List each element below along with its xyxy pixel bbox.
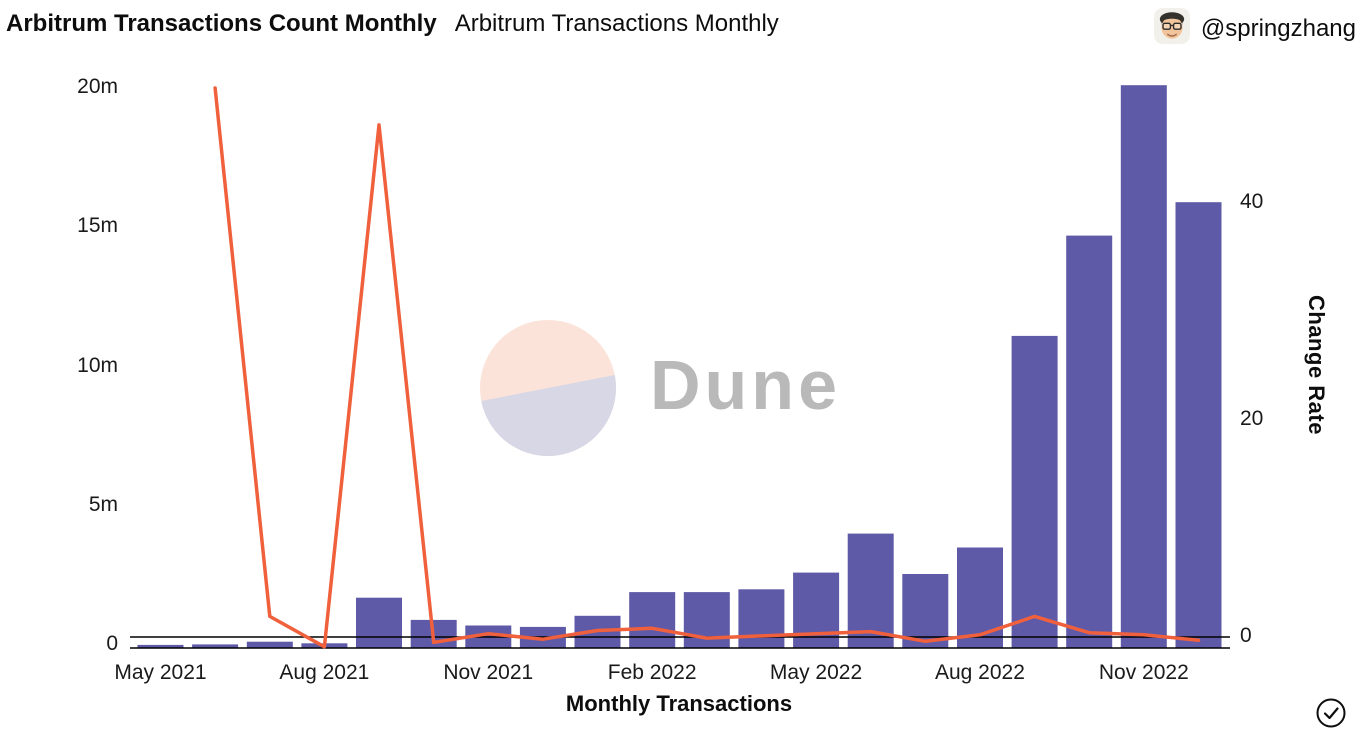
x-tick: Nov 2021 xyxy=(443,661,534,684)
chart-canvas xyxy=(130,85,1230,649)
author-avatar-icon xyxy=(1153,7,1191,50)
bar-nov-2022 xyxy=(1120,85,1167,648)
x-tick: Nov 2022 xyxy=(1098,661,1189,684)
bar-sep-2021 xyxy=(356,597,402,648)
y-right-tick: 20 xyxy=(1240,407,1264,430)
chart-header: Arbitrum Transactions Count Monthly Arbi… xyxy=(6,10,779,38)
x-tick: Aug 2021 xyxy=(279,661,370,684)
check-circle-icon xyxy=(1314,696,1348,730)
bar-jul-2021 xyxy=(246,641,293,648)
bar-oct-2022 xyxy=(1066,235,1113,648)
bar-aug-2022 xyxy=(957,547,1003,648)
author-byline[interactable]: @springzhang xyxy=(1153,7,1356,50)
y-right-axis-title: Change Rate xyxy=(1304,295,1329,435)
author-handle[interactable]: @springzhang xyxy=(1200,14,1356,42)
bar-apr-2022 xyxy=(738,589,785,648)
x-tick: Aug 2022 xyxy=(934,661,1025,684)
bar-feb-2022 xyxy=(629,592,676,648)
x-axis-title: Monthly Transactions xyxy=(565,691,793,716)
bar-sep-2022 xyxy=(1011,335,1058,648)
bar-jul-2022 xyxy=(902,574,949,648)
y-left-tick: 0 xyxy=(106,632,118,655)
y-right-tick: 0 xyxy=(1240,624,1252,647)
bar-may-2021 xyxy=(137,644,184,648)
y-left-tick: 15m xyxy=(77,214,118,238)
dune-watermark-label: Dune xyxy=(650,346,841,424)
y-right-tick: 40 xyxy=(1240,190,1264,213)
x-tick: May 2021 xyxy=(114,661,207,684)
y-left-tick: 20m xyxy=(77,75,118,98)
chart-subtitle: Arbitrum Transactions Monthly xyxy=(454,10,779,37)
y-left-tick: 10m xyxy=(77,353,118,377)
y-left-tick: 5m xyxy=(88,492,118,516)
bar-jun-2022 xyxy=(847,533,894,648)
bar-dec-2022 xyxy=(1175,202,1222,648)
x-tick: Feb 2022 xyxy=(607,661,697,684)
dune-logo-icon xyxy=(480,320,616,456)
plot-area xyxy=(130,78,1230,653)
x-tick: May 2022 xyxy=(769,661,863,684)
chart-title: Arbitrum Transactions Count Monthly xyxy=(6,10,437,37)
change-rate-line xyxy=(213,86,1201,649)
bar-jun-2021 xyxy=(192,644,239,648)
